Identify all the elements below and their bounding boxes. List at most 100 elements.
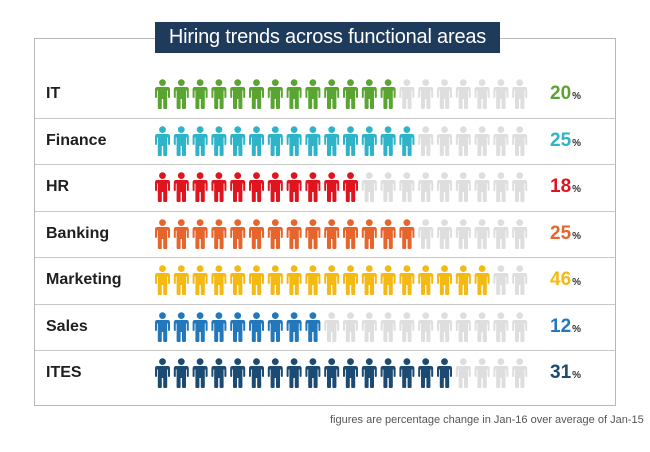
- person-icon-empty: [512, 79, 528, 109]
- person-icon-filled: [399, 125, 415, 156]
- person-icon-filled: [230, 218, 246, 249]
- category-label: Banking: [46, 224, 110, 242]
- person-icon-filled: [305, 79, 321, 109]
- category-row: ITES 31%: [35, 350, 615, 396]
- icon-row: [155, 125, 528, 156]
- person-icon-filled: [211, 265, 227, 295]
- person-icon-filled: [230, 79, 246, 109]
- person-icon-filled: [324, 125, 340, 156]
- person-icon-filled: [155, 358, 170, 388]
- person-icon-empty: [399, 79, 415, 109]
- value-number: 25: [550, 222, 572, 244]
- icon-row: [155, 311, 528, 342]
- person-icon-empty: [380, 311, 396, 342]
- person-icon-empty: [437, 218, 452, 249]
- person-icon-filled: [173, 218, 189, 249]
- person-icon-empty: [324, 311, 340, 342]
- person-icon-empty: [437, 79, 452, 109]
- person-icon-filled: [305, 218, 321, 249]
- person-icon-empty: [455, 358, 471, 388]
- row-divider: [35, 210, 615, 212]
- person-icon-filled: [211, 125, 227, 156]
- row-divider: [35, 164, 615, 165]
- person-icon-empty: [493, 79, 509, 109]
- value-number: 18: [550, 176, 572, 197]
- percent-sign: %: [572, 370, 582, 381]
- category-value: 25%: [550, 118, 581, 164]
- person-icon-empty: [399, 172, 415, 202]
- person-icon-filled: [155, 311, 170, 342]
- person-icon-filled: [267, 358, 283, 388]
- person-icon-filled: [230, 311, 246, 342]
- person-icon-empty: [437, 172, 452, 202]
- person-icon-empty: [474, 218, 490, 249]
- person-icon-empty: [493, 358, 509, 388]
- person-icon-filled: [267, 265, 283, 295]
- person-icon-empty: [493, 311, 509, 342]
- person-icon-empty: [418, 311, 434, 342]
- category-label: ITES: [46, 364, 82, 381]
- category-label: Finance: [46, 131, 107, 149]
- person-icon-filled: [399, 265, 415, 295]
- person-icon-empty: [512, 218, 528, 249]
- person-icon-filled: [437, 265, 452, 295]
- person-icon-empty: [455, 79, 471, 109]
- category-row: Finance 25%: [35, 118, 615, 164]
- category-value: 31%: [550, 350, 581, 396]
- person-icon-filled: [267, 172, 283, 202]
- person-icon-filled: [305, 358, 321, 388]
- person-icon-empty: [493, 125, 509, 156]
- person-icon-filled: [173, 79, 189, 109]
- person-icon-filled: [155, 172, 170, 202]
- person-icon-filled: [361, 265, 377, 295]
- person-icon-empty: [361, 311, 377, 342]
- person-icon-filled: [286, 172, 302, 202]
- chart-title: Hiring trends across functional areas: [155, 22, 500, 53]
- category-row: Marketing 46%: [35, 257, 615, 303]
- person-icon-filled: [173, 358, 189, 388]
- person-icon-empty: [418, 218, 434, 249]
- person-icon-filled: [343, 79, 358, 109]
- person-icon-filled: [267, 79, 283, 109]
- value-number: 46: [550, 269, 572, 290]
- person-icon-empty: [512, 265, 528, 295]
- person-icon-filled: [305, 125, 321, 156]
- person-icon-filled: [380, 125, 396, 156]
- person-icon-filled: [192, 265, 208, 295]
- person-icon-filled: [343, 172, 358, 202]
- person-icon-filled: [249, 358, 264, 388]
- person-icon-filled: [305, 172, 321, 202]
- person-icon-filled: [192, 125, 208, 156]
- person-icon-filled: [361, 125, 377, 156]
- person-icon-filled: [361, 79, 377, 109]
- person-icon-filled: [173, 125, 189, 156]
- person-icon-empty: [437, 125, 452, 156]
- person-icon-filled: [267, 218, 283, 249]
- category-row: HR 18%: [35, 164, 615, 210]
- person-icon-filled: [192, 172, 208, 202]
- person-icon-empty: [361, 172, 377, 202]
- person-icon-filled: [455, 265, 471, 295]
- category-label: Marketing: [46, 271, 122, 288]
- person-icon-filled: [324, 79, 340, 109]
- footnote: figures are percentage change in Jan-16 …: [330, 414, 644, 426]
- person-icon-empty: [418, 79, 434, 109]
- person-icon-filled: [474, 265, 490, 295]
- person-icon-filled: [286, 79, 302, 109]
- person-icon-filled: [192, 218, 208, 249]
- person-icon-filled: [173, 172, 189, 202]
- person-icon-filled: [324, 265, 340, 295]
- category-value: 20%: [550, 71, 581, 117]
- person-icon-filled: [230, 265, 246, 295]
- icon-row: [155, 79, 528, 109]
- person-icon-filled: [343, 218, 358, 249]
- category-value: 25%: [550, 211, 581, 257]
- person-icon-filled: [211, 311, 227, 342]
- value-number: 31: [550, 362, 572, 383]
- person-icon-empty: [418, 172, 434, 202]
- person-icon-filled: [155, 125, 170, 156]
- value-number: 25: [550, 129, 572, 151]
- category-row: Banking 25%: [35, 211, 615, 257]
- percent-sign: %: [572, 137, 582, 149]
- person-icon-filled: [305, 265, 321, 295]
